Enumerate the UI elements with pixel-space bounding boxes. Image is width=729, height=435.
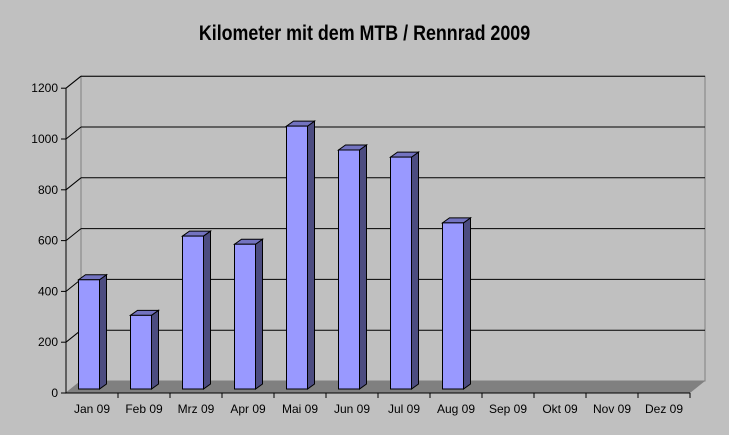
bar-side — [203, 230, 211, 390]
gridline-side — [65, 75, 82, 89]
y-tick-label: 0 — [51, 386, 58, 400]
x-tick-label: Mai 09 — [282, 402, 318, 416]
bar — [338, 149, 360, 390]
x-tick-label: Mrz 09 — [178, 402, 215, 416]
bar-side — [255, 238, 263, 390]
bar-side — [411, 151, 419, 390]
y-tick-label: 800 — [38, 183, 58, 197]
bar — [234, 243, 256, 390]
floor — [66, 381, 705, 393]
y-tick-label: 400 — [38, 284, 58, 298]
y-tick-label: 600 — [38, 234, 58, 248]
x-tick-label: Okt 09 — [542, 402, 578, 416]
gridline-side — [65, 228, 82, 241]
x-tick-label: Jan 09 — [74, 402, 110, 416]
gridline-side — [65, 126, 82, 140]
bar — [390, 156, 412, 390]
x-tick-label: Aug 09 — [437, 402, 475, 416]
y-tick-label: 1200 — [31, 81, 58, 95]
x-tick-label: Jul 09 — [388, 402, 420, 416]
bar-side — [151, 309, 159, 390]
bar-side — [463, 216, 471, 390]
y-tick-label: 200 — [38, 335, 58, 349]
bar — [442, 222, 464, 390]
bar — [130, 314, 152, 390]
y-tick-label: 1000 — [31, 132, 58, 146]
x-tick-label: Nov 09 — [593, 402, 631, 416]
x-tick-label: Jun 09 — [334, 402, 370, 416]
x-tick-label: Feb 09 — [125, 402, 163, 416]
x-tick-label: Sep 09 — [489, 402, 527, 416]
x-tick-label: Apr 09 — [230, 402, 266, 416]
x-tick-label: Dez 09 — [645, 402, 683, 416]
bar-side — [359, 144, 367, 390]
gridline-side — [65, 177, 82, 191]
bar — [78, 279, 100, 390]
bar-side — [307, 120, 315, 390]
bar — [182, 235, 204, 390]
chart-title: Kilometer mit dem MTB / Rennrad 2009 — [198, 22, 531, 45]
bar-side — [99, 273, 107, 390]
bar — [286, 125, 308, 390]
